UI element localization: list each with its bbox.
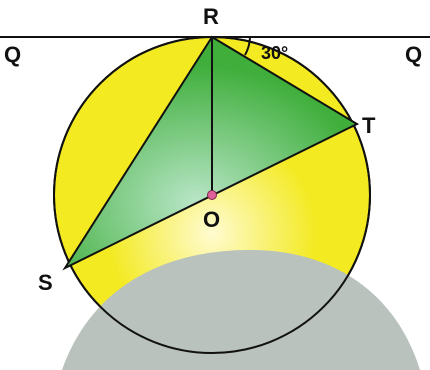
label-s: S [38, 270, 53, 295]
label-q-right: Q [405, 42, 422, 67]
center-point-o [207, 190, 217, 200]
label-q-left: Q [4, 42, 21, 67]
label-o: O [203, 207, 220, 232]
label-t: T [362, 113, 376, 138]
label-angle-30: 30° [261, 43, 288, 63]
angle-arc [244, 36, 251, 56]
label-r: R [203, 4, 219, 29]
